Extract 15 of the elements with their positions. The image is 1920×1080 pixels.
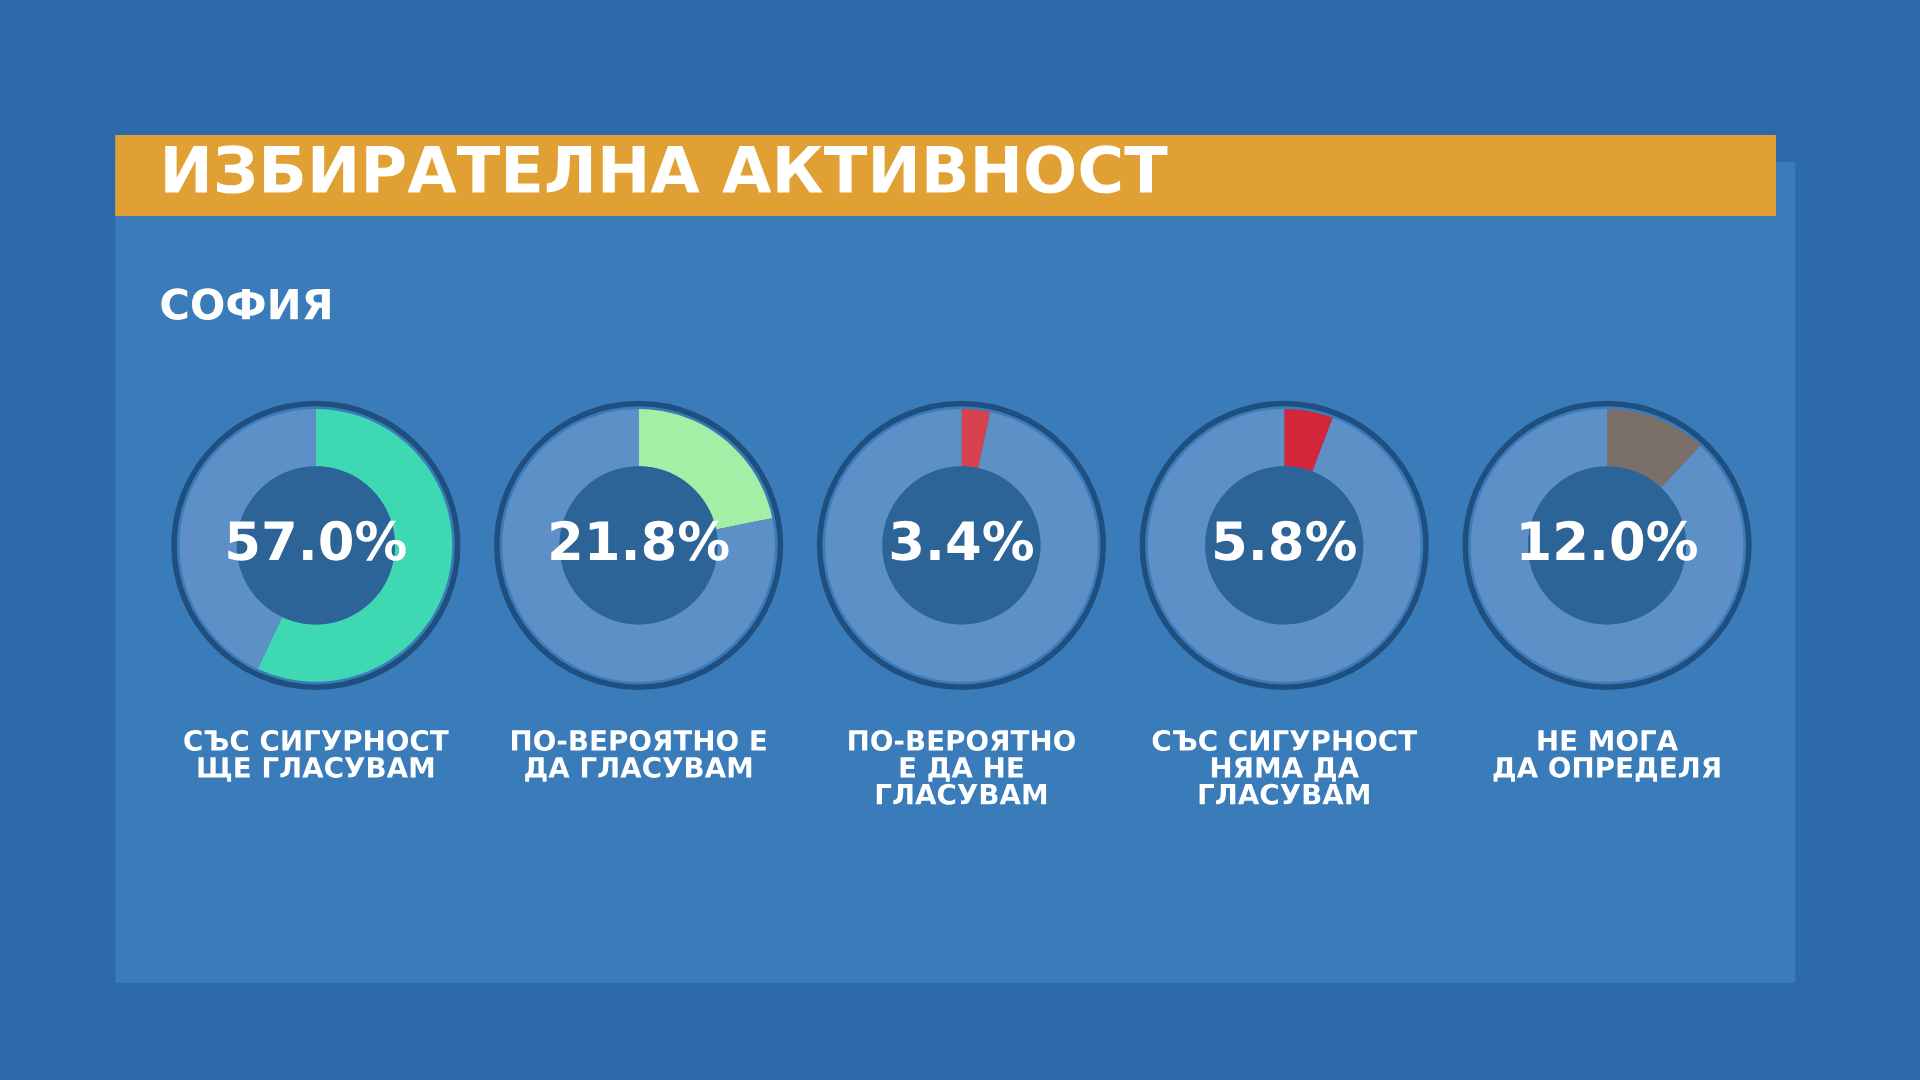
text: СЪС СИГУРНОСТ ЩЕ ГЛАСУВАМ [184,729,449,782]
chart-subtitle: СОФИЯ [161,288,330,320]
data-label: 5.8% [1215,520,1356,561]
text: СЪС СИГУРНОСТ НЯМА ДА ГЛАСУВАМ [1152,729,1418,805]
data-label: 21.8% [551,520,729,561]
donut-slice [961,409,991,469]
text: ИЗБИРАТЕЛНА АКТИВНОСТ [165,145,1168,194]
text: ПО-ВЕРОЯТНО Е ДА ГЛАСУВАМ [512,729,766,782]
donut-slice [1284,409,1333,472]
donut-slice [1607,409,1701,488]
data-label: 12.0% [1521,520,1697,561]
text: ПО-ВЕРОЯТНО Е ДА НЕ ГЛАСУВАМ [849,729,1075,805]
data-label: 57.0% [228,520,406,561]
text: НЕ МОГА ДА ОПРЕДЕЛЯ [1493,729,1720,782]
data-label: 3.4% [891,520,1033,561]
